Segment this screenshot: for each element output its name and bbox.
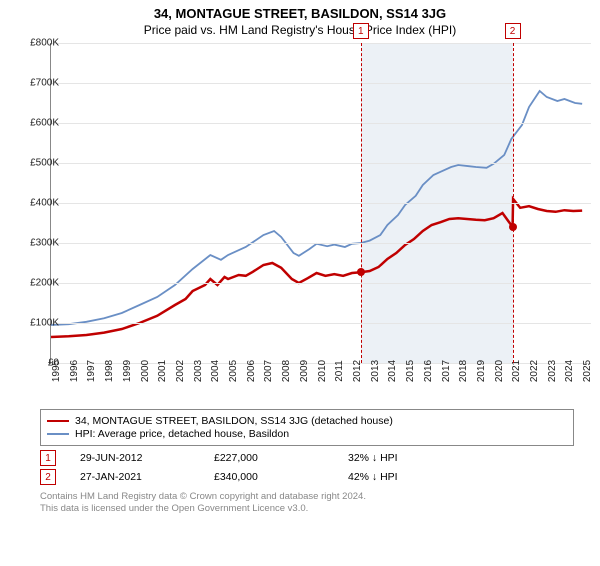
x-tick-label: 2003 [193, 360, 204, 382]
legend-swatch-property [47, 420, 69, 422]
x-tick-label: 2020 [494, 360, 505, 382]
y-tick-label: £400K [30, 198, 59, 209]
x-tick-label: 2002 [175, 360, 186, 382]
chart: £0£100K£200K£300K£400K£500K£600K£700K£80… [40, 43, 600, 403]
sale-marker-box: 2 [505, 23, 521, 39]
x-tick-label: 2024 [564, 360, 575, 382]
x-tick-label: 2017 [441, 360, 452, 382]
legend-row-hpi: HPI: Average price, detached house, Basi… [47, 428, 567, 440]
footer-line-1: Contains HM Land Registry data © Crown c… [40, 491, 600, 503]
x-tick-label: 1995 [51, 360, 62, 382]
legend-row-property: 34, MONTAGUE STREET, BASILDON, SS14 3JG … [47, 415, 567, 427]
x-tick-label: 1996 [69, 360, 80, 382]
legend-label-property: 34, MONTAGUE STREET, BASILDON, SS14 3JG … [75, 415, 393, 427]
grid-line [51, 203, 591, 204]
grid-line [51, 83, 591, 84]
x-tick-label: 2007 [263, 360, 274, 382]
y-tick-label: £100K [30, 318, 59, 329]
y-tick-label: £300K [30, 238, 59, 249]
sale-row-date: 27-JAN-2021 [80, 471, 190, 483]
sale-row-price: £227,000 [214, 452, 324, 464]
x-tick-label: 2018 [458, 360, 469, 382]
x-tick-label: 2012 [352, 360, 363, 382]
sale-row-price: £340,000 [214, 471, 324, 483]
x-tick-label: 2010 [317, 360, 328, 382]
sale-row: 1 29-JUN-2012 £227,000 32% ↓ HPI [40, 450, 600, 466]
grid-line [51, 243, 591, 244]
y-tick-label: £500K [30, 158, 59, 169]
x-tick-label: 2015 [405, 360, 416, 382]
x-tick-label: 2008 [281, 360, 292, 382]
footer-line-2: This data is licensed under the Open Gov… [40, 503, 600, 515]
y-tick-label: £800K [30, 38, 59, 49]
x-tick-label: 1997 [86, 360, 97, 382]
x-tick-label: 1998 [104, 360, 115, 382]
x-tick-label: 2016 [423, 360, 434, 382]
grid-line [51, 163, 591, 164]
sale-row-marker: 2 [40, 469, 56, 485]
legend: 34, MONTAGUE STREET, BASILDON, SS14 3JG … [40, 409, 574, 446]
chart-container: 34, MONTAGUE STREET, BASILDON, SS14 3JG … [0, 6, 600, 515]
sales-table: 1 29-JUN-2012 £227,000 32% ↓ HPI 2 27-JAN-202… [40, 450, 600, 485]
x-tick-label: 2000 [140, 360, 151, 382]
series-hpi [51, 91, 582, 325]
page-title: 34, MONTAGUE STREET, BASILDON, SS14 3JG [0, 6, 600, 21]
x-tick-label: 2014 [387, 360, 398, 382]
x-tick-label: 2004 [210, 360, 221, 382]
legend-swatch-hpi [47, 433, 69, 435]
y-tick-label: £600K [30, 118, 59, 129]
plot-area: £0£100K£200K£300K£400K£500K£600K£700K£80… [50, 43, 591, 364]
sale-marker-box: 1 [353, 23, 369, 39]
grid-line [51, 283, 591, 284]
sale-marker-line [513, 43, 514, 363]
x-tick-label: 2021 [511, 360, 522, 382]
sale-row-delta: 42% ↓ HPI [348, 471, 398, 483]
x-tick-label: 2006 [246, 360, 257, 382]
x-tick-label: 2013 [370, 360, 381, 382]
x-tick-label: 2005 [228, 360, 239, 382]
sale-marker-line [361, 43, 362, 363]
x-tick-label: 2011 [334, 360, 345, 382]
x-tick-label: 2019 [476, 360, 487, 382]
sale-row: 2 27-JAN-2021 £340,000 42% ↓ HPI [40, 469, 600, 485]
grid-line [51, 323, 591, 324]
series-property [51, 199, 582, 337]
grid-line [51, 43, 591, 44]
legend-label-hpi: HPI: Average price, detached house, Basi… [75, 428, 289, 440]
x-tick-label: 2025 [582, 360, 593, 382]
x-tick-label: 1999 [122, 360, 133, 382]
sale-marker-dot [357, 268, 365, 276]
grid-line [51, 123, 591, 124]
sale-row-date: 29-JUN-2012 [80, 452, 190, 464]
x-tick-label: 2001 [157, 360, 168, 382]
x-tick-label: 2023 [547, 360, 558, 382]
x-tick-label: 2022 [529, 360, 540, 382]
y-tick-label: £700K [30, 78, 59, 89]
y-tick-label: £200K [30, 278, 59, 289]
sale-row-marker: 1 [40, 450, 56, 466]
x-tick-label: 2009 [299, 360, 310, 382]
sale-marker-dot [509, 223, 517, 231]
footer: Contains HM Land Registry data © Crown c… [40, 491, 600, 515]
sale-row-delta: 32% ↓ HPI [348, 452, 398, 464]
